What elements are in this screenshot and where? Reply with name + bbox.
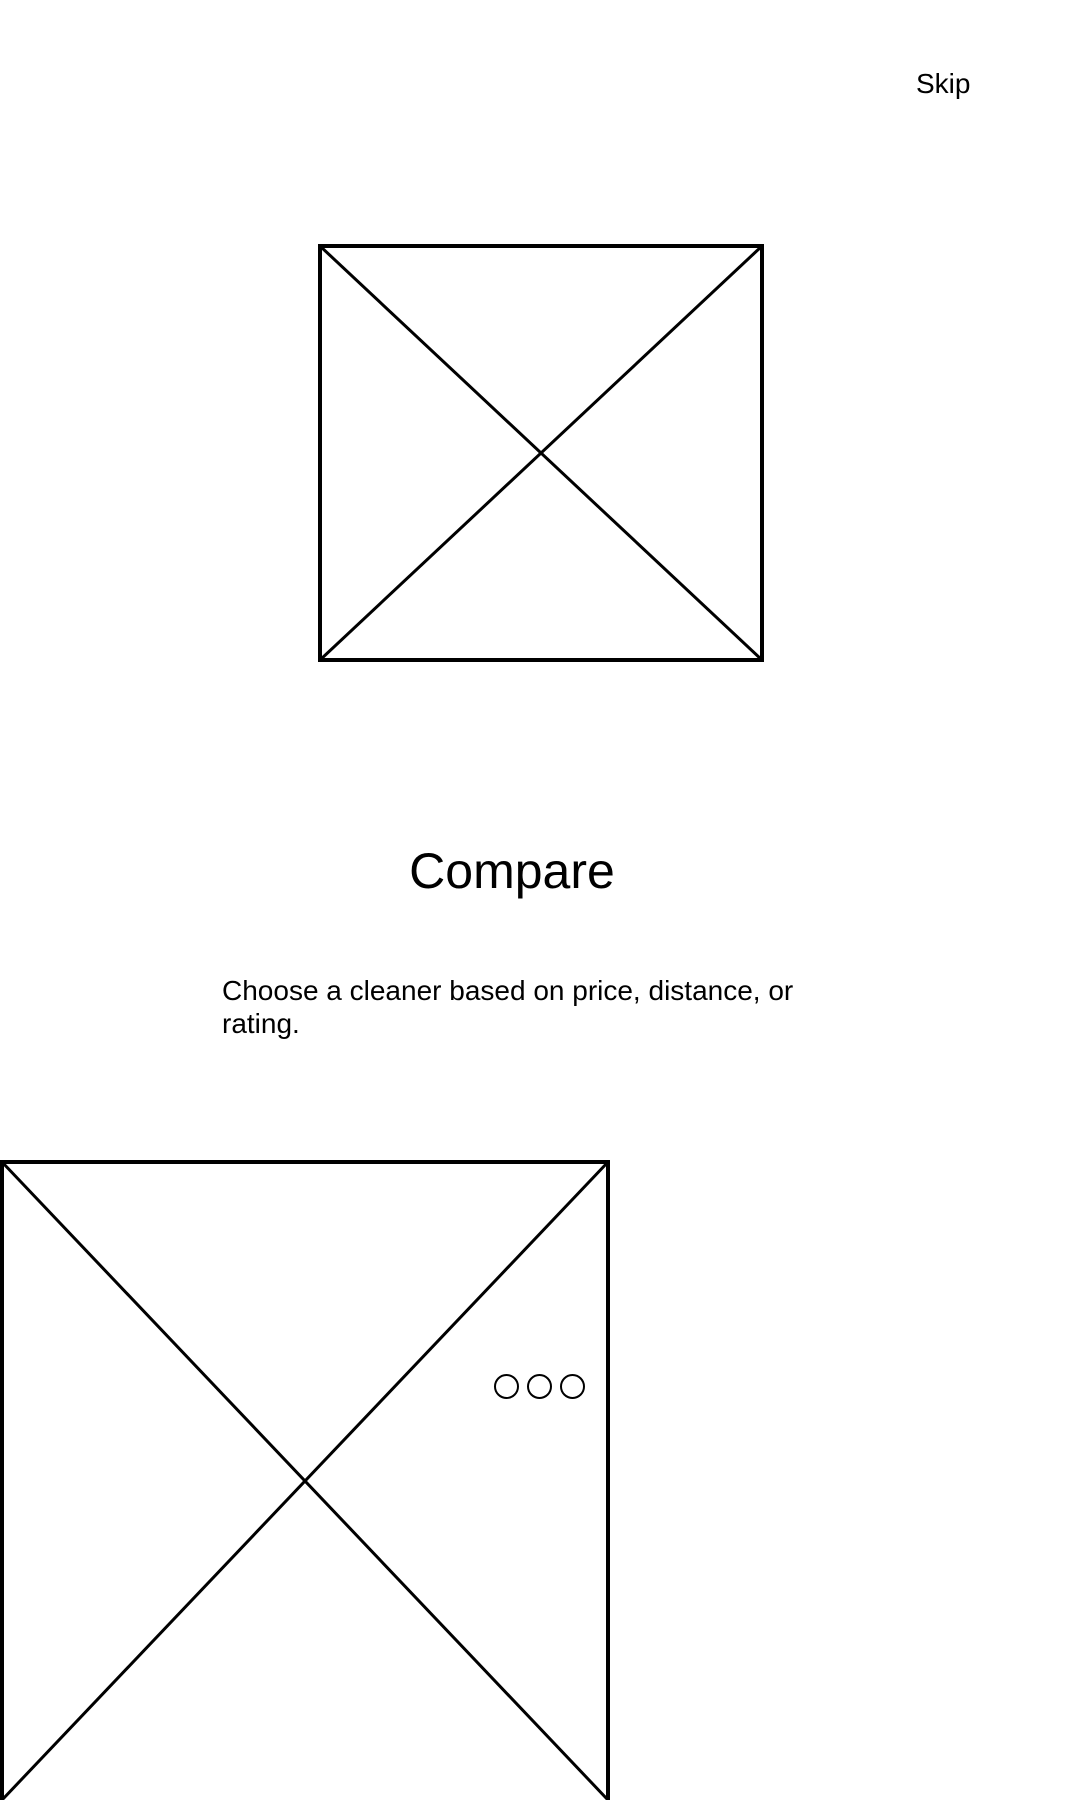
bottom-image-cross-line — [0, 1160, 610, 1800]
bottom-image-frame — [0, 1160, 610, 1800]
page-title: Compare — [409, 843, 615, 899]
skip-button[interactable]: Skip — [916, 68, 971, 99]
page-dot-icon[interactable] — [560, 1374, 585, 1399]
hero-image-frame — [318, 244, 764, 662]
page-description: Choose a cleaner based on price, distanc… — [222, 975, 794, 1039]
hero-image-cross-line — [318, 244, 764, 662]
page-indicator — [494, 1374, 585, 1400]
bottom-image-placeholder — [0, 1160, 610, 1800]
page-dot-icon[interactable] — [527, 1374, 552, 1399]
hero-image-placeholder — [318, 244, 764, 662]
page-dot-icon[interactable] — [494, 1374, 519, 1399]
